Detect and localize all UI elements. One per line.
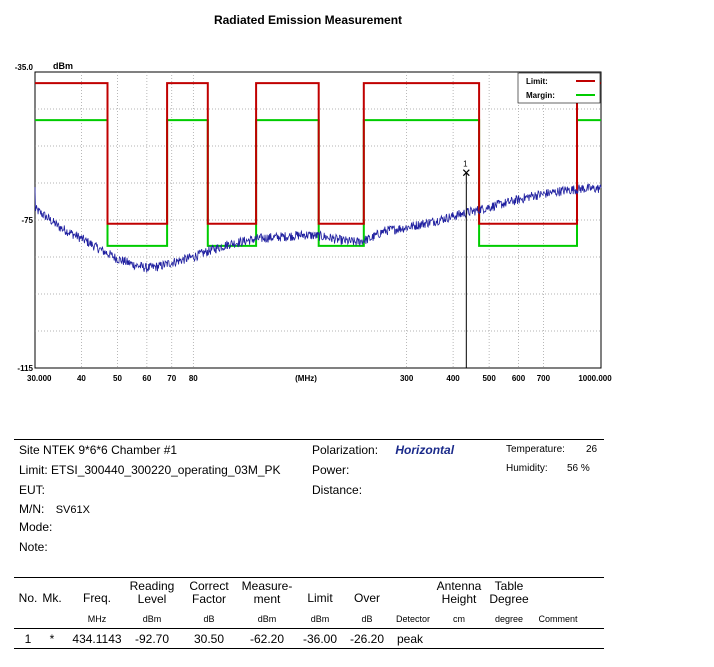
emission-chart: Radiated Emission Measurement dBm 1 -35.… — [15, 13, 612, 383]
marker-cross — [462, 169, 470, 177]
table-unit: MHz — [87, 614, 107, 624]
eut-label: EUT: — [19, 483, 46, 497]
y-tick-label: -115 — [17, 364, 33, 373]
table-header: Over — [353, 591, 380, 605]
site-label: Site — [19, 443, 40, 457]
site-field: Site NTEK 9*6*6 Chamber #1 — [19, 443, 177, 457]
table-header: Level — [137, 592, 167, 606]
humidity-value: 56 % — [567, 463, 590, 474]
mode-label: Mode: — [19, 520, 53, 534]
x-tick-label: 500 — [482, 374, 496, 383]
x-tick-label: 70 — [167, 374, 176, 383]
table-header-rule — [14, 628, 604, 629]
x-tick-label: 40 — [77, 374, 86, 383]
table-cell: * — [49, 632, 55, 646]
table-cell: -62.20 — [249, 632, 285, 646]
table-cell: 1 — [24, 632, 32, 646]
temperature-label: Temperature: — [506, 444, 565, 455]
info-top-rule — [14, 439, 604, 440]
table-unit: degree — [494, 614, 524, 624]
table-header: Degree — [489, 592, 529, 606]
polarization-value: Horizontal — [395, 443, 455, 457]
table-header: No. — [18, 591, 38, 605]
power-label: Power: — [312, 463, 350, 477]
table-unit: dB — [361, 614, 373, 624]
table-cell: -36.00 — [302, 632, 338, 646]
x-tick-label: 30.000 — [27, 374, 52, 383]
table-unit: dB — [203, 614, 215, 624]
table-header: Factor — [191, 592, 226, 606]
humidity-label: Humidity: — [506, 463, 548, 474]
table-cell: -92.70 — [134, 632, 170, 646]
x-tick-label: 600 — [512, 374, 526, 383]
table-unit: Comment — [538, 614, 578, 624]
marker-label: 1 — [463, 160, 468, 169]
table-header: ment — [253, 592, 281, 606]
x-tick-label: 1000.000 — [578, 374, 612, 383]
table-unit: Detector — [395, 614, 430, 624]
legend-limit-label: Limit: — [526, 77, 548, 86]
measurement-trace — [34, 183, 602, 273]
table-header: Mk. — [42, 591, 62, 605]
table-top-rule — [14, 577, 604, 578]
table-header: Antenna — [436, 579, 482, 593]
note-label: Note: — [19, 540, 48, 554]
polarization-field: Polarization: Horizontal — [312, 443, 454, 457]
margin-line — [35, 119, 601, 247]
limit-field: Limit: ETSI_300440_300220_operating_03M_… — [19, 463, 281, 477]
table-unit: dBm — [310, 614, 330, 624]
mn-value: SV61X — [55, 504, 90, 516]
x-tick-label: 700 — [537, 374, 551, 383]
limit-label: Limit: — [19, 463, 48, 477]
table-cell: -26.20 — [349, 632, 385, 646]
plot-lines: 1 — [34, 82, 602, 368]
distance-label: Distance: — [312, 483, 363, 497]
table-unit: dBm — [142, 614, 162, 624]
table-cell: 30.50 — [193, 632, 225, 646]
x-tick-label: 50 — [113, 374, 122, 383]
legend: Limit: Margin: — [517, 72, 601, 104]
x-tick-label: 300 — [400, 374, 414, 383]
y-tick-label: -75 — [21, 216, 33, 225]
table-unit: dBm — [257, 614, 277, 624]
x-tick-label: 60 — [142, 374, 151, 383]
x-tick-label: 400 — [446, 374, 460, 383]
y-unit-label: dBm — [53, 61, 73, 71]
x-axis-label: (MHz) — [295, 374, 317, 383]
mn-label: M/N: — [19, 502, 45, 516]
table-header: Table — [494, 579, 524, 593]
table-cell: peak — [397, 632, 424, 646]
table-header: Height — [441, 592, 477, 606]
table-unit: cm — [453, 614, 465, 624]
table-header: Correct — [189, 579, 229, 593]
site-value: NTEK 9*6*6 Chamber #1 — [43, 443, 178, 457]
temperature-value: 26 — [586, 444, 598, 455]
mn-field: M/N: SV61X — [19, 502, 90, 516]
x-tick-label: 80 — [189, 374, 198, 383]
table-header: Limit — [307, 591, 333, 605]
limit-value: ETSI_300440_300220_operating_03M_PK — [51, 463, 281, 477]
polarization-label: Polarization: — [312, 443, 379, 457]
table-bottom-rule — [14, 648, 604, 649]
table-header: Reading — [129, 579, 175, 593]
chart-title: Radiated Emission Measurement — [214, 13, 402, 27]
table-header: Measure- — [241, 579, 293, 593]
limit-line — [35, 82, 601, 225]
legend-margin-label: Margin: — [526, 91, 555, 100]
y-tick-label: -35.0 — [15, 63, 34, 72]
table-header: Freq. — [82, 591, 111, 605]
table-cell: 434.1143 — [72, 632, 122, 646]
